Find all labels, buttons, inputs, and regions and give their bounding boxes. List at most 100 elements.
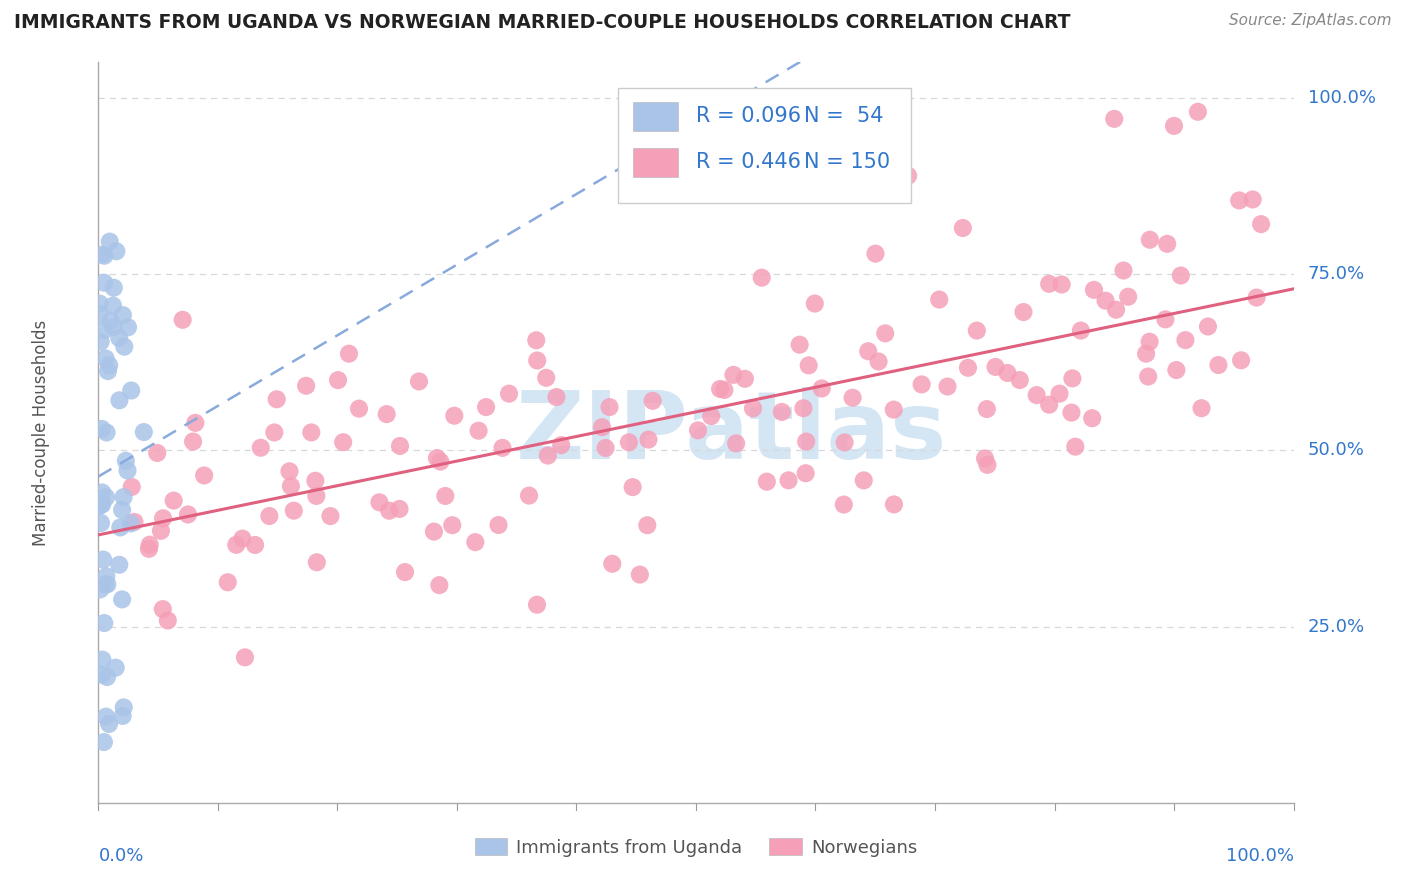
Point <box>93 735 115 749</box>
Point <box>90 334 112 349</box>
Point <box>1156 236 1178 251</box>
Point <box>181 434 204 449</box>
Point <box>755 475 778 489</box>
Point <box>152 602 174 616</box>
Bar <box>633 102 678 131</box>
Point <box>1012 305 1035 319</box>
Point <box>139 538 162 552</box>
Point <box>89 296 111 310</box>
Point <box>97 364 120 378</box>
Point <box>243 538 266 552</box>
Point <box>115 454 138 468</box>
Point <box>709 382 731 396</box>
Point <box>112 700 135 714</box>
Text: 25.0%: 25.0% <box>1308 617 1365 635</box>
Point <box>792 401 814 416</box>
Point <box>517 489 540 503</box>
Point <box>995 366 1018 380</box>
Point <box>524 333 547 347</box>
FancyBboxPatch shape <box>619 88 911 203</box>
Point <box>974 451 997 466</box>
Text: 75.0%: 75.0% <box>1308 265 1365 283</box>
Point <box>217 575 239 590</box>
Point <box>637 433 659 447</box>
Point <box>104 660 127 674</box>
Point <box>1139 233 1161 247</box>
Point <box>283 503 305 517</box>
Point <box>1062 371 1084 385</box>
Point <box>441 518 464 533</box>
Point <box>94 709 117 723</box>
Point <box>498 386 520 401</box>
Point <box>326 373 349 387</box>
Point <box>388 502 411 516</box>
Point <box>94 577 117 591</box>
Point <box>434 489 457 503</box>
Point <box>628 567 651 582</box>
Point <box>263 425 285 440</box>
Point <box>138 541 160 556</box>
Point <box>467 424 489 438</box>
Point <box>734 372 756 386</box>
Point <box>537 449 560 463</box>
Point <box>101 299 124 313</box>
Point <box>1250 217 1272 231</box>
Point <box>249 441 271 455</box>
Point <box>225 538 247 552</box>
Text: 0.0%: 0.0% <box>98 847 143 865</box>
Point <box>810 382 832 396</box>
Text: IMMIGRANTS FROM UGANDA VS NORWEGIAN MARRIED-COUPLE HOUSEHOLDS CORRELATION CHART: IMMIGRANTS FROM UGANDA VS NORWEGIAN MARR… <box>14 13 1070 32</box>
Point <box>1208 358 1230 372</box>
Point <box>177 508 200 522</box>
Point <box>427 578 450 592</box>
Point <box>394 565 416 579</box>
Point <box>475 400 498 414</box>
Point <box>686 423 709 437</box>
Text: 100.0%: 100.0% <box>1308 88 1376 107</box>
Text: 100.0%: 100.0% <box>1226 847 1294 865</box>
Point <box>124 515 146 529</box>
Point <box>91 552 114 566</box>
Point <box>388 439 411 453</box>
Point <box>1227 194 1250 208</box>
Point <box>883 498 905 512</box>
Point <box>90 667 112 681</box>
Point <box>1170 268 1192 283</box>
Point <box>1246 291 1268 305</box>
Point <box>337 347 360 361</box>
Point <box>231 532 253 546</box>
Point <box>1187 104 1209 119</box>
Point <box>1038 277 1060 291</box>
Point <box>1139 334 1161 349</box>
Point <box>1049 386 1071 401</box>
Point <box>108 331 131 345</box>
Point <box>94 490 117 504</box>
Point <box>280 479 302 493</box>
Point <box>96 569 118 583</box>
Point <box>103 320 125 334</box>
Point <box>865 246 887 260</box>
Point <box>146 446 169 460</box>
Point <box>266 392 288 407</box>
Point <box>299 425 322 440</box>
Point <box>111 503 134 517</box>
Point <box>595 441 617 455</box>
Point <box>700 409 723 424</box>
Point <box>928 293 950 307</box>
Point <box>841 391 863 405</box>
Point <box>319 509 342 524</box>
Point <box>91 652 114 666</box>
Point <box>443 409 465 423</box>
Point <box>156 614 179 628</box>
Point <box>1197 319 1219 334</box>
Point <box>1166 363 1188 377</box>
Point <box>93 323 115 337</box>
Point <box>778 473 800 487</box>
Point <box>1104 112 1126 126</box>
Point <box>858 344 880 359</box>
Point <box>98 717 121 731</box>
Point <box>184 416 207 430</box>
Point <box>305 555 328 569</box>
Point <box>875 326 897 341</box>
Point <box>332 435 354 450</box>
